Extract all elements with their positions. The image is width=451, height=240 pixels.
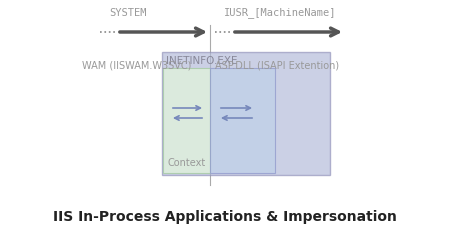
Text: IUSR_[MachineName]: IUSR_[MachineName]: [224, 7, 336, 18]
Text: INETINFO.EXE: INETINFO.EXE: [166, 56, 238, 66]
Text: Context: Context: [168, 158, 206, 168]
Text: SYSTEM: SYSTEM: [109, 8, 147, 18]
Text: WAM (IISWAM.W3SVC): WAM (IISWAM.W3SVC): [82, 60, 191, 70]
Bar: [162, 52, 330, 175]
Bar: [210, 68, 275, 173]
Text: ASP.DLL (ISAPI Extention): ASP.DLL (ISAPI Extention): [215, 60, 339, 70]
Text: IIS In-Process Applications & Impersonation: IIS In-Process Applications & Impersonat…: [53, 210, 397, 224]
Bar: [163, 68, 210, 173]
